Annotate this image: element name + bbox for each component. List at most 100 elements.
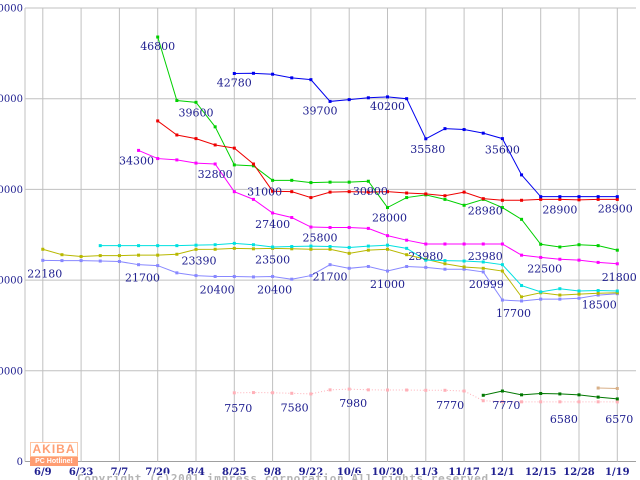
data-point-marker: [251, 391, 255, 395]
series-cyan: [98, 241, 619, 294]
data-point-marker: [232, 274, 236, 278]
data-point-marker: [462, 203, 466, 207]
price-label: 35580: [410, 143, 445, 156]
data-point-marker: [405, 264, 409, 268]
data-point-marker: [232, 241, 236, 245]
data-point-marker: [558, 195, 562, 199]
data-point-marker: [213, 125, 217, 129]
x-tick-label: 7/7: [111, 467, 129, 478]
data-point-marker: [366, 179, 370, 183]
data-point-marker: [366, 226, 370, 230]
price-label: 32800: [198, 168, 233, 181]
data-point-marker: [615, 195, 619, 199]
data-point-marker: [539, 195, 543, 199]
price-label: 6580: [550, 413, 578, 426]
data-point-marker: [443, 267, 447, 271]
data-point-marker: [175, 252, 179, 256]
data-point-marker: [481, 131, 485, 135]
data-point-marker: [232, 71, 236, 75]
x-tick-label: 9/22: [299, 467, 324, 478]
data-point-marker: [577, 243, 581, 247]
data-point-marker: [309, 274, 313, 278]
akiba-logo-text: AKIBA: [30, 442, 78, 457]
price-label: 6570: [605, 413, 633, 426]
price-label: 28900: [542, 203, 577, 216]
price-label: 17700: [496, 307, 531, 320]
data-point-marker: [539, 197, 543, 201]
price-label: 7570: [224, 402, 252, 415]
data-point-marker: [424, 137, 428, 141]
data-point-marker: [213, 243, 217, 247]
price-label: 7980: [339, 397, 367, 410]
data-point-marker: [194, 274, 198, 278]
data-point-marker: [347, 225, 351, 229]
data-point-marker: [328, 190, 332, 194]
data-point-marker: [481, 393, 485, 397]
data-point-marker: [60, 253, 64, 257]
data-point-marker: [443, 242, 447, 246]
y-tick-label: 30000: [0, 185, 23, 196]
series-line: [483, 390, 618, 400]
series-tan: [596, 386, 619, 390]
data-point-marker: [41, 247, 45, 251]
data-point-marker: [596, 289, 600, 293]
series-pink: [232, 387, 619, 404]
data-point-marker: [443, 259, 447, 263]
y-tick-label: 10000: [0, 366, 23, 377]
price-label: 21000: [370, 278, 405, 291]
series-red: [156, 119, 619, 202]
data-point-marker: [232, 190, 236, 194]
data-point-marker: [232, 246, 236, 250]
price-label: 20999: [469, 278, 504, 291]
data-point-marker: [520, 217, 524, 221]
data-point-marker: [558, 400, 562, 404]
data-point-marker: [366, 190, 370, 194]
data-point-marker: [596, 386, 600, 390]
data-point-marker: [539, 400, 543, 404]
price-label: 18500: [582, 299, 617, 312]
data-point-marker: [156, 119, 160, 123]
data-point-marker: [328, 247, 332, 251]
data-point-marker: [60, 259, 64, 263]
data-point-marker: [462, 128, 466, 132]
data-point-marker: [405, 97, 409, 101]
data-point-marker: [577, 296, 581, 300]
data-point-marker: [347, 245, 351, 249]
data-point-marker: [271, 211, 275, 215]
data-point-marker: [558, 245, 562, 249]
data-point-marker: [539, 297, 543, 301]
data-point-marker: [615, 289, 619, 293]
data-point-marker: [347, 266, 351, 270]
price-label: 35600: [485, 144, 520, 157]
y-axis-labels: 0 10000 20000 30000 40000 50000: [0, 4, 23, 469]
data-point-marker: [558, 197, 562, 201]
data-point-marker: [194, 100, 198, 104]
data-point-marker: [577, 195, 581, 199]
data-point-marker: [309, 244, 313, 248]
series-magenta: [137, 148, 619, 266]
data-point-marker: [500, 198, 504, 202]
data-point-marker: [462, 265, 466, 269]
price-label: 21800: [602, 271, 637, 284]
data-point-marker: [251, 162, 255, 166]
data-point-marker: [520, 400, 524, 404]
price-label: 7580: [281, 402, 309, 415]
data-point-marker: [577, 289, 581, 293]
data-point-marker: [558, 257, 562, 261]
data-point-marker: [347, 251, 351, 255]
price-label: 23500: [255, 253, 290, 266]
data-point-marker: [443, 194, 447, 198]
price-label: 39600: [179, 106, 214, 119]
data-point-marker: [309, 78, 313, 82]
data-point-marker: [539, 242, 543, 246]
data-point-marker: [596, 293, 600, 297]
data-point-marker: [271, 274, 275, 278]
data-point-marker: [424, 242, 428, 246]
data-point-marker: [577, 198, 581, 202]
price-label: 23980: [408, 250, 443, 263]
data-point-marker: [500, 269, 504, 273]
data-point-marker: [481, 270, 485, 274]
data-point-marker: [271, 178, 275, 182]
data-point-marker: [309, 181, 313, 185]
data-point-marker: [462, 242, 466, 246]
